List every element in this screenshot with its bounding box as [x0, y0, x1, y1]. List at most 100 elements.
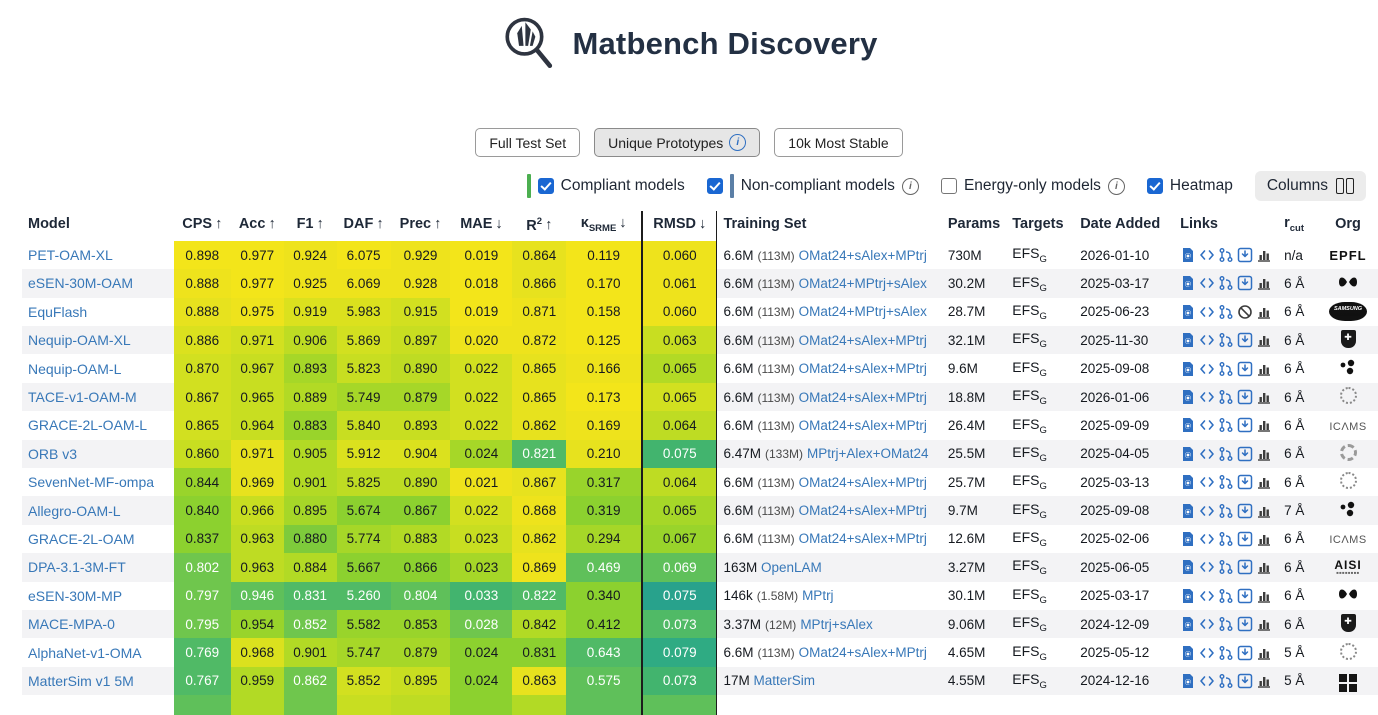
- org-logo-aisi[interactable]: AISI ■■■■■■■■: [1334, 557, 1362, 576]
- training-set-link[interactable]: OpenLAM: [760, 559, 822, 575]
- code-link-icon[interactable]: [1199, 474, 1215, 490]
- git-link-icon[interactable]: [1218, 332, 1234, 348]
- heatmap-checkbox[interactable]: [1146, 178, 1163, 194]
- compliant-models-checkbox[interactable]: [537, 178, 554, 194]
- training-set-link[interactable]: OMat24+sAlex+MPtrj: [798, 503, 927, 519]
- paper-link-icon[interactable]: [1180, 531, 1196, 547]
- download-link-icon[interactable]: [1237, 645, 1253, 661]
- git-link-icon[interactable]: [1218, 304, 1234, 320]
- model-link[interactable]: DPA-3.1-3M-FT: [28, 559, 126, 576]
- download-link-icon[interactable]: [1237, 446, 1253, 462]
- training-set-link[interactable]: MPtrj+sAlex: [800, 616, 873, 632]
- non-compliant-models-checkbox[interactable]: [706, 178, 723, 194]
- git-link-icon[interactable]: [1218, 474, 1234, 490]
- col-header-rcut[interactable]: rcut: [1284, 215, 1304, 234]
- code-link-icon[interactable]: [1199, 417, 1215, 433]
- model-link[interactable]: TACE-v1-OAM-M: [28, 389, 137, 406]
- training-set-link[interactable]: OMat24+MPtrj+sAlex: [798, 304, 927, 320]
- download-link-icon[interactable]: [1237, 275, 1253, 291]
- chart-link-icon[interactable]: [1256, 645, 1272, 661]
- git-link-icon[interactable]: [1218, 275, 1234, 291]
- paper-link-icon[interactable]: [1180, 588, 1196, 604]
- code-link-icon[interactable]: [1199, 247, 1215, 263]
- download-link-icon[interactable]: [1237, 361, 1253, 377]
- code-link-icon[interactable]: [1199, 531, 1215, 547]
- paper-link-icon[interactable]: [1180, 616, 1196, 632]
- org-logo-dots[interactable]: [1339, 501, 1357, 520]
- training-set-link[interactable]: MatterSim: [753, 673, 815, 689]
- git-link-icon[interactable]: [1218, 645, 1234, 661]
- training-set-link[interactable]: MPtrj+Alex+OMat24: [806, 446, 929, 462]
- download-link-icon[interactable]: [1237, 673, 1253, 689]
- paper-link-icon[interactable]: [1180, 417, 1196, 433]
- chart-link-icon[interactable]: [1256, 275, 1272, 291]
- org-logo-icams[interactable]: ICΛMS: [1329, 420, 1367, 433]
- download-link-icon[interactable]: [1237, 389, 1253, 405]
- org-logo-fair[interactable]: [1338, 277, 1358, 292]
- training-set-link[interactable]: OMat24+sAlex+MPtrj: [798, 247, 927, 263]
- org-logo-dots[interactable]: [1339, 359, 1357, 378]
- chart-link-icon[interactable]: [1256, 332, 1272, 348]
- org-logo-crest[interactable]: [1340, 329, 1356, 348]
- download-link-icon[interactable]: [1237, 503, 1253, 519]
- model-link[interactable]: EquFlash: [28, 303, 88, 320]
- col-header-model[interactable]: Model: [28, 216, 70, 233]
- model-link[interactable]: GRACE-2L-OAM: [28, 530, 135, 547]
- chart-link-icon[interactable]: [1256, 304, 1272, 320]
- model-link[interactable]: GRACE-2L-OAM-L: [28, 417, 148, 434]
- model-link[interactable]: SevenNet-MF-ompa: [28, 474, 155, 491]
- chart-link-icon[interactable]: [1256, 389, 1272, 405]
- chart-link-icon[interactable]: [1256, 673, 1272, 689]
- download-link-icon[interactable]: [1237, 332, 1253, 348]
- ten-k-most-stable-button[interactable]: 10k Most Stable: [774, 128, 903, 157]
- git-link-icon[interactable]: [1218, 673, 1234, 689]
- code-link-icon[interactable]: [1199, 559, 1215, 575]
- model-link[interactable]: PET-OAM-XL: [28, 247, 113, 264]
- training-set-link[interactable]: OMat24+sAlex+MPtrj: [798, 531, 927, 547]
- git-link-icon[interactable]: [1218, 616, 1234, 632]
- model-link[interactable]: Nequip-OAM-XL: [28, 332, 131, 349]
- code-link-icon[interactable]: [1199, 332, 1215, 348]
- code-link-icon[interactable]: [1199, 645, 1215, 661]
- download-link-icon[interactable]: [1237, 247, 1253, 263]
- code-link-icon[interactable]: [1199, 616, 1215, 632]
- paper-link-icon[interactable]: [1180, 389, 1196, 405]
- paper-link-icon[interactable]: [1180, 645, 1196, 661]
- chart-link-icon[interactable]: [1256, 559, 1272, 575]
- model-link[interactable]: MatterSim v1 5M: [28, 672, 134, 689]
- download-link-icon[interactable]: [1237, 616, 1253, 632]
- git-link-icon[interactable]: [1218, 446, 1234, 462]
- code-link-icon[interactable]: [1199, 673, 1215, 689]
- git-link-icon[interactable]: [1218, 503, 1234, 519]
- col-header-f1[interactable]: F1 ↑: [296, 216, 324, 233]
- download-link-icon[interactable]: [1237, 474, 1253, 490]
- git-link-icon[interactable]: [1218, 588, 1234, 604]
- col-header-daf[interactable]: DAF ↑: [343, 216, 384, 233]
- col-header-org[interactable]: Org: [1335, 216, 1361, 233]
- paper-link-icon[interactable]: [1180, 332, 1196, 348]
- download-link-icon[interactable]: [1237, 588, 1253, 604]
- col-header-ksrme[interactable]: κSRME ↓: [580, 215, 627, 234]
- chart-link-icon[interactable]: [1256, 531, 1272, 547]
- training-set-link[interactable]: OMat24+sAlex+MPtrj: [798, 389, 927, 405]
- paper-link-icon[interactable]: [1180, 304, 1196, 320]
- chart-link-icon[interactable]: [1256, 616, 1272, 632]
- code-link-icon[interactable]: [1199, 503, 1215, 519]
- info-icon[interactable]: i: [901, 177, 919, 195]
- col-header-prec[interactable]: Prec ↑: [399, 216, 442, 233]
- git-link-icon[interactable]: [1218, 361, 1234, 377]
- git-link-icon[interactable]: [1218, 559, 1234, 575]
- org-logo-seal[interactable]: [1339, 387, 1357, 405]
- unique-prototypes-button[interactable]: Unique Prototypes i: [594, 128, 761, 157]
- org-logo-microsoft[interactable]: [1339, 673, 1357, 692]
- model-link[interactable]: Allegro-OAM-L: [28, 502, 121, 519]
- org-logo-seal[interactable]: [1339, 472, 1357, 490]
- org-logo-seal[interactable]: [1339, 642, 1357, 660]
- code-link-icon[interactable]: [1199, 588, 1215, 604]
- code-link-icon[interactable]: [1199, 275, 1215, 291]
- download-link-icon[interactable]: [1237, 417, 1253, 433]
- model-link[interactable]: Nequip-OAM-L: [28, 360, 122, 377]
- info-icon[interactable]: i: [1107, 177, 1125, 195]
- col-header-training[interactable]: Training Set: [723, 216, 807, 233]
- full-test-set-button[interactable]: Full Test Set: [475, 128, 581, 157]
